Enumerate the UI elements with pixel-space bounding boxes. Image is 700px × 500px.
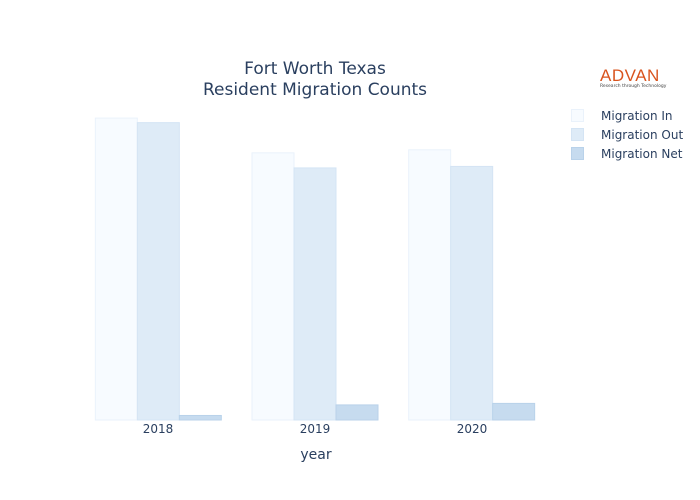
legend-item-migration-in[interactable]: Migration In <box>571 106 683 125</box>
x-tick-label-2019: 2019 <box>299 422 331 436</box>
legend-item-migration-out[interactable]: Migration Out <box>571 125 683 144</box>
bar-migration-in-2018[interactable] <box>94 117 138 421</box>
bar-migration-in-2019[interactable] <box>251 152 295 421</box>
bar-migration-in-2020[interactable] <box>408 149 452 421</box>
bar-migration-net-2020[interactable] <box>492 402 536 421</box>
legend-label-migration-in: Migration In <box>601 108 673 123</box>
legend-swatch-migration-net <box>571 147 584 160</box>
bar-migration-out-2019[interactable] <box>293 167 337 421</box>
advan-logo: ADVAN Research through Technology <box>600 67 680 90</box>
x-tick-label-2018: 2018 <box>142 422 174 436</box>
chart-title-line-1: Fort Worth Texas <box>244 59 386 79</box>
logo-tagline: Research through Technology <box>600 84 667 89</box>
chart-title-line-2: Resident Migration Counts <box>202 80 428 100</box>
chart-legend: Migration In Migration Out Migration Net <box>571 106 683 163</box>
bar-migration-net-2018[interactable] <box>178 414 222 421</box>
bar-migration-net-2019[interactable] <box>335 404 379 421</box>
legend-item-migration-net[interactable]: Migration Net <box>571 144 683 163</box>
x-tick-label-2020: 2020 <box>456 422 488 436</box>
x-axis-label: year <box>300 447 332 463</box>
bar-migration-out-2018[interactable] <box>136 122 180 421</box>
legend-label-migration-net: Migration Net <box>601 146 683 161</box>
legend-swatch-migration-in <box>571 109 584 122</box>
logo-wordmark: ADVAN <box>600 66 660 85</box>
legend-swatch-migration-out <box>571 128 584 141</box>
legend-label-migration-out: Migration Out <box>601 127 684 142</box>
bar-migration-out-2020[interactable] <box>450 165 494 421</box>
